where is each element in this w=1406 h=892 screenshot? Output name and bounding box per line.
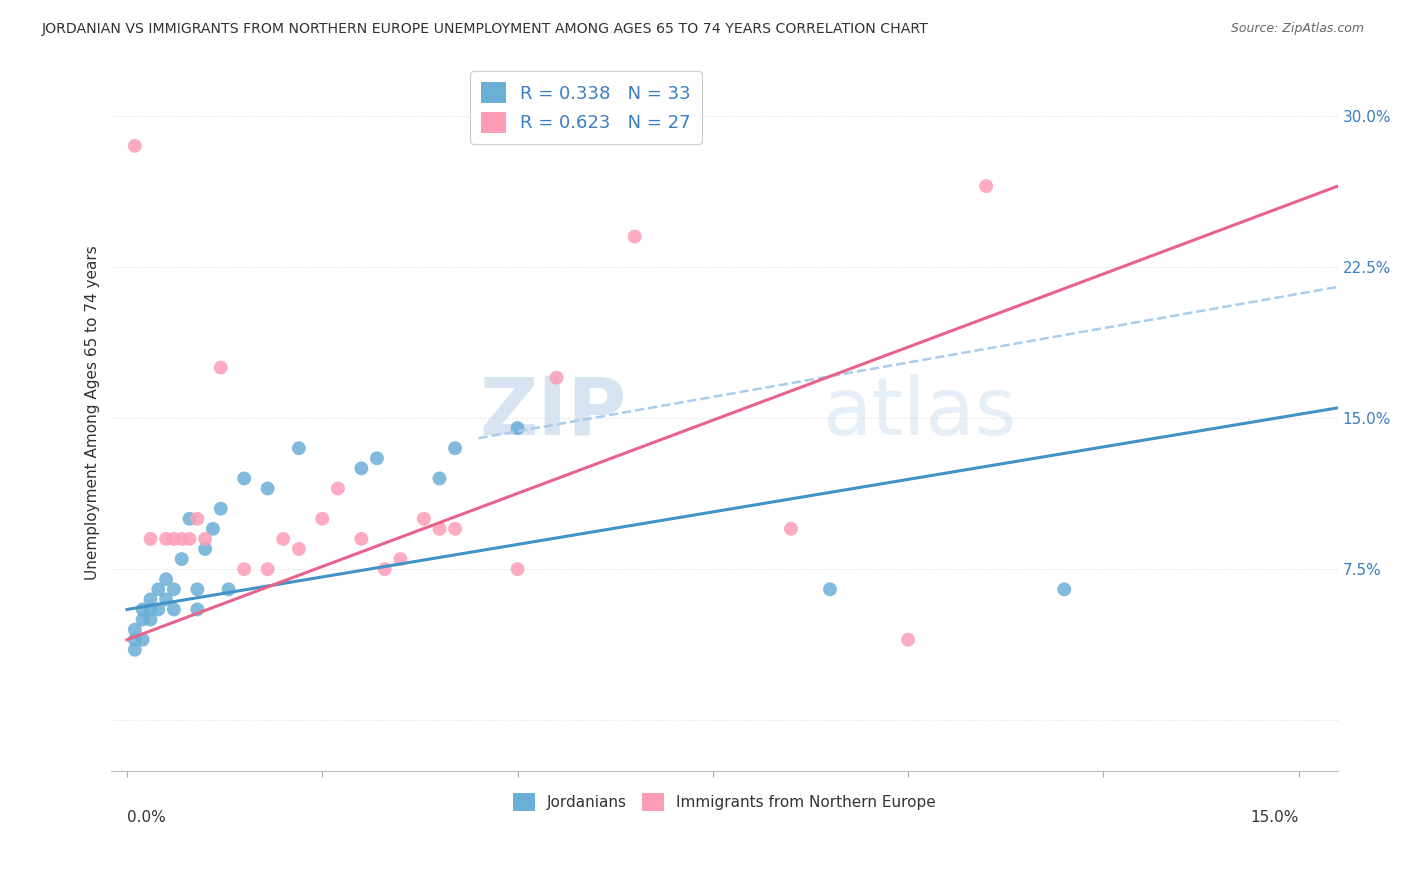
- Point: [623, 229, 645, 244]
- Point: [186, 602, 208, 616]
- Y-axis label: Unemployment Among Ages 65 to 74 years: Unemployment Among Ages 65 to 74 years: [86, 245, 100, 581]
- Point: [163, 532, 186, 546]
- Legend: Jordanians, Immigrants from Northern Europe: Jordanians, Immigrants from Northern Eur…: [508, 787, 942, 817]
- Point: [155, 532, 177, 546]
- Point: [506, 421, 529, 435]
- Point: [194, 532, 217, 546]
- Point: [429, 471, 451, 485]
- Point: [1053, 582, 1076, 597]
- Point: [186, 582, 208, 597]
- Point: [186, 512, 208, 526]
- Point: [201, 522, 224, 536]
- Point: [288, 441, 311, 455]
- Point: [350, 461, 373, 475]
- Point: [163, 582, 186, 597]
- Point: [124, 632, 146, 647]
- Point: [194, 541, 217, 556]
- Point: [124, 642, 146, 657]
- Text: atlas: atlas: [823, 374, 1017, 452]
- Point: [148, 602, 170, 616]
- Point: [148, 582, 170, 597]
- Point: [124, 139, 146, 153]
- Point: [412, 512, 434, 526]
- Point: [444, 441, 467, 455]
- Point: [209, 501, 232, 516]
- Point: [444, 522, 467, 536]
- Point: [546, 370, 568, 384]
- Point: [326, 482, 349, 496]
- Text: JORDANIAN VS IMMIGRANTS FROM NORTHERN EUROPE UNEMPLOYMENT AMONG AGES 65 TO 74 YE: JORDANIAN VS IMMIGRANTS FROM NORTHERN EU…: [42, 22, 929, 37]
- Point: [131, 602, 153, 616]
- Text: Source: ZipAtlas.com: Source: ZipAtlas.com: [1230, 22, 1364, 36]
- Point: [139, 532, 162, 546]
- Point: [350, 532, 373, 546]
- Point: [131, 632, 153, 647]
- Text: ZIP: ZIP: [479, 374, 627, 452]
- Point: [389, 552, 412, 566]
- Point: [288, 541, 311, 556]
- Point: [170, 532, 193, 546]
- Point: [179, 512, 201, 526]
- Point: [256, 562, 278, 576]
- Point: [124, 623, 146, 637]
- Point: [374, 562, 396, 576]
- Point: [233, 562, 256, 576]
- Point: [218, 582, 240, 597]
- Point: [897, 632, 920, 647]
- Point: [366, 451, 388, 466]
- Point: [155, 572, 177, 586]
- Point: [155, 592, 177, 607]
- Point: [429, 522, 451, 536]
- Text: 15.0%: 15.0%: [1250, 810, 1299, 825]
- Point: [179, 532, 201, 546]
- Point: [139, 602, 162, 616]
- Text: 0.0%: 0.0%: [127, 810, 166, 825]
- Point: [780, 522, 803, 536]
- Point: [311, 512, 333, 526]
- Point: [818, 582, 841, 597]
- Point: [139, 592, 162, 607]
- Point: [209, 360, 232, 375]
- Point: [506, 562, 529, 576]
- Point: [271, 532, 294, 546]
- Point: [139, 613, 162, 627]
- Point: [974, 179, 997, 194]
- Point: [170, 552, 193, 566]
- Point: [256, 482, 278, 496]
- Point: [131, 613, 153, 627]
- Point: [163, 602, 186, 616]
- Point: [233, 471, 256, 485]
